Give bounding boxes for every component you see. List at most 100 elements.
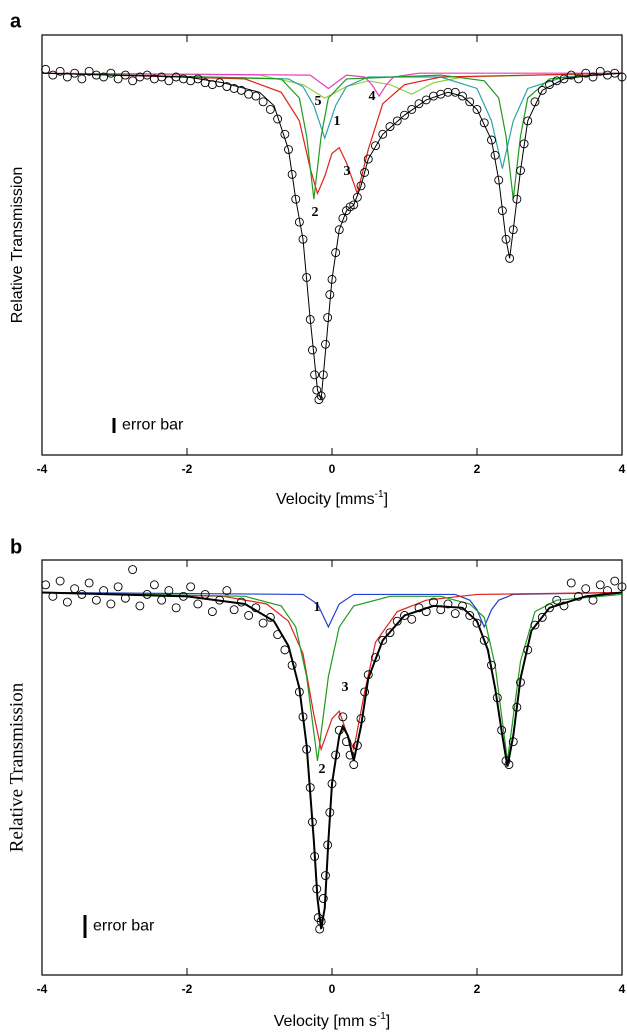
data-point: [157, 595, 167, 605]
data-point: [378, 129, 388, 139]
x-axis-label: Velocity [mm s-1]: [274, 1011, 391, 1030]
data-point: [215, 78, 225, 88]
data-point: [310, 851, 320, 861]
data-point: [157, 72, 167, 82]
x-tick-label: -2: [182, 462, 193, 476]
fit-curve: [41, 591, 623, 629]
data-point: [566, 578, 576, 588]
data-point: [164, 586, 174, 596]
data-point: [487, 135, 496, 145]
data-point: [113, 74, 123, 84]
x-axis-label: Velocity [mms-1]: [276, 489, 388, 508]
data-point: [588, 595, 598, 605]
data-point: [334, 725, 344, 735]
data-point: [200, 589, 210, 599]
data-point: [552, 595, 562, 605]
data-point: [458, 601, 467, 611]
data-point: [421, 607, 431, 617]
y-axis-label: Relative Transmission: [6, 682, 27, 852]
data-point: [559, 601, 569, 611]
data-point: [222, 586, 232, 596]
data-point: [70, 68, 80, 78]
data-point: [325, 290, 335, 300]
data-point: [508, 737, 518, 747]
data-point: [106, 599, 116, 609]
fit-curve: [41, 591, 623, 761]
data-point: [142, 70, 152, 80]
data-point: [55, 66, 65, 76]
data-point: [280, 129, 290, 139]
x-axis-label-part: ]: [384, 491, 388, 508]
data-point: [298, 712, 308, 722]
data-point: [327, 779, 337, 789]
data-point: [378, 635, 388, 645]
data-point: [371, 141, 380, 151]
data-point: [595, 580, 605, 590]
data-point: [545, 80, 554, 90]
data-point: [312, 884, 322, 894]
fit-curve: [41, 72, 623, 196]
component-label: 4: [369, 89, 376, 104]
data-point: [331, 248, 341, 258]
data-point: [487, 660, 496, 670]
data-point: [414, 603, 424, 613]
data-point: [479, 118, 489, 128]
data-point: [407, 105, 417, 114]
data-point: [193, 599, 203, 609]
data-point: [113, 582, 123, 592]
data-point: [236, 85, 246, 95]
data-point: [443, 87, 453, 97]
data-point: [315, 924, 325, 934]
data-point: [497, 206, 507, 216]
x-tick-label: -2: [182, 982, 193, 996]
x-tick-label: -4: [37, 462, 48, 476]
data-point: [617, 582, 627, 592]
data-point: [149, 580, 159, 590]
plot-frame: [41, 559, 623, 976]
data-point: [334, 225, 344, 235]
data-point: [316, 917, 326, 926]
data-point: [244, 89, 254, 99]
data-point: [91, 595, 101, 605]
data-point: [400, 611, 409, 620]
data-point: [318, 370, 328, 380]
x-axis-label-part: -1: [375, 489, 384, 500]
data-point: [186, 582, 196, 592]
data-point: [385, 628, 395, 638]
data-point: [302, 273, 312, 282]
data-point: [603, 586, 612, 596]
component-label: 2: [312, 205, 319, 220]
y-axis-label: Relative Transmission: [9, 167, 26, 324]
x-tick-label: 0: [329, 982, 336, 996]
x-tick-label: 0: [329, 462, 336, 476]
data-point: [356, 714, 366, 724]
data-point: [251, 91, 261, 101]
data-point: [120, 70, 130, 80]
data-point: [537, 85, 547, 95]
data-point: [215, 595, 225, 605]
x-tick-label: -4: [37, 982, 48, 996]
data-point: [371, 653, 380, 662]
data-point: [327, 274, 337, 284]
data-point: [321, 871, 330, 881]
data-point: [504, 760, 514, 770]
data-point: [207, 80, 217, 90]
data-point: [581, 68, 591, 78]
data-point: [321, 339, 330, 349]
data-point: [465, 97, 475, 107]
fit-curve: [41, 72, 623, 400]
data-point: [62, 72, 72, 82]
data-point: [307, 345, 317, 355]
data-point: [458, 91, 467, 101]
data-point: [284, 145, 293, 154]
data-point: [392, 616, 402, 626]
data-point: [610, 576, 620, 586]
data-point: [258, 97, 268, 107]
data-point: [414, 99, 424, 109]
data-point: [48, 591, 58, 601]
data-point: [41, 64, 51, 74]
data-point: [99, 586, 109, 596]
x-tick-label: 2: [474, 982, 481, 996]
data-point: [106, 68, 116, 78]
data-point: [581, 584, 591, 594]
